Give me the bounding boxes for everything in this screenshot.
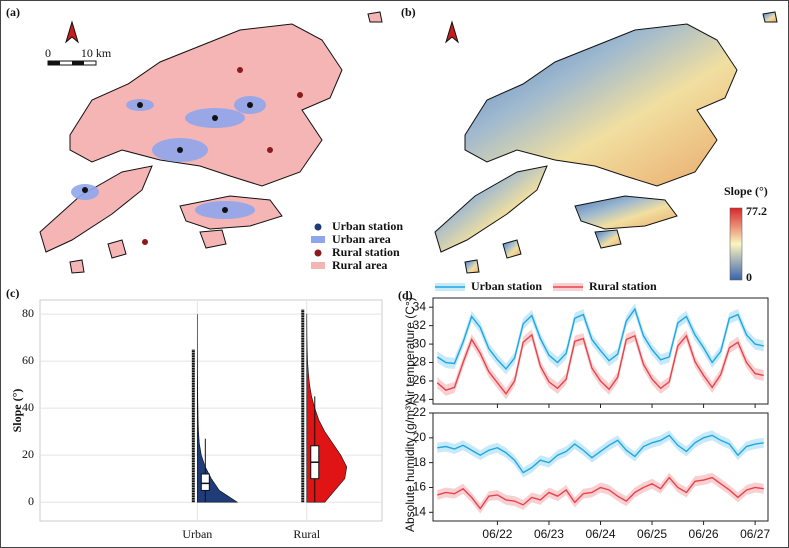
x-tick-label: 06/24	[585, 527, 615, 541]
colorbar	[729, 207, 743, 281]
line	[437, 434, 764, 474]
slope-map	[434, 11, 778, 274]
panel-label: (a)	[6, 5, 20, 19]
y-tick-label: 40	[22, 400, 34, 414]
y-tick-label: 14	[413, 504, 427, 518]
uncertainty-band	[437, 303, 764, 375]
legend-label: Rural station	[589, 279, 657, 293]
y-tick-label: 20	[22, 447, 34, 461]
north-arrow	[445, 20, 459, 44]
y-axis-label: Absolute humidity (g/m³)	[403, 402, 417, 532]
x-tick-label: 06/26	[689, 527, 719, 541]
colorbar-tick: 0	[746, 270, 752, 284]
legend-label: Urban station	[471, 279, 542, 293]
uncertainty-band	[437, 329, 764, 400]
panel-label: (c)	[6, 286, 19, 300]
y-tick-label: 16	[413, 480, 427, 494]
legend-icon	[314, 223, 322, 231]
legend-label: Urban area	[332, 232, 391, 246]
colorbar-tick: 77.2	[746, 204, 767, 218]
y-axis-label: Air temperature (C°)	[403, 297, 417, 405]
legend-label: Rural station	[332, 245, 400, 259]
y-tick-label: 20	[413, 430, 427, 444]
north-arrow	[65, 20, 79, 44]
y-axis-label: Slope (°)	[10, 389, 24, 433]
x-tick-label: 06/27	[740, 527, 770, 541]
y-tick-label: 22	[413, 405, 427, 419]
panel-label: (d)	[398, 288, 413, 302]
line	[436, 307, 764, 371]
x-tick-label: 06/23	[534, 527, 564, 541]
legend-icon	[311, 236, 325, 243]
x-tick-label: 06/22	[482, 527, 512, 541]
plot-frame	[39, 299, 383, 522]
legend-label: Urban station	[332, 219, 403, 233]
scale-label: 10 km	[81, 46, 112, 60]
line	[437, 476, 764, 510]
y-tick-label: 28	[413, 355, 427, 369]
colorbar-title: Slope (°)	[724, 184, 768, 198]
legend-icon	[311, 262, 325, 269]
y-tick-label: 32	[413, 318, 427, 332]
box	[200, 473, 210, 491]
x-tick-label: Urban	[182, 527, 212, 541]
x-tick-label: 06/25	[637, 527, 667, 541]
panel-label: (b)	[401, 5, 416, 19]
legend-label: Rural area	[332, 258, 387, 272]
scale-bar	[47, 60, 97, 66]
y-tick-label: 80	[22, 306, 34, 320]
y-tick-label: 0	[28, 494, 34, 508]
y-tick-label: 24	[413, 392, 427, 406]
y-tick-label: 60	[22, 353, 34, 367]
y-tick-label: 26	[413, 373, 427, 387]
scale-label: 0	[45, 46, 51, 60]
y-tick-label: 18	[413, 455, 427, 469]
y-tick-label: 30	[413, 336, 427, 350]
legend-icon	[314, 249, 322, 257]
y-tick-label: 34	[413, 299, 427, 313]
x-tick-label: Rural	[293, 527, 320, 541]
line	[436, 333, 764, 396]
stations	[82, 67, 303, 245]
